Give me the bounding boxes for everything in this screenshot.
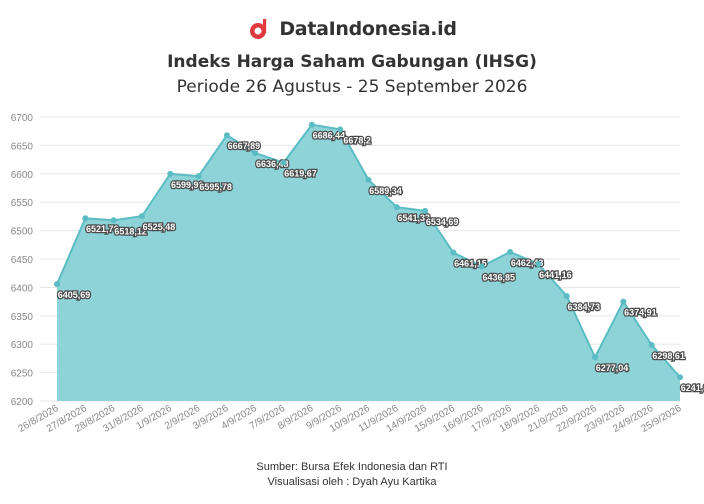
data-point bbox=[677, 374, 683, 381]
data-point bbox=[138, 213, 145, 220]
y-tick-label: 6250 bbox=[11, 369, 34, 380]
data-point bbox=[54, 281, 60, 288]
y-tick-label: 6500 bbox=[11, 227, 34, 238]
y-tick-label: 6200 bbox=[11, 397, 34, 408]
data-label: 6374,91 bbox=[624, 308, 657, 318]
data-point bbox=[592, 354, 599, 361]
data-label: 6589,34 bbox=[369, 186, 402, 196]
data-label: 6525,48 bbox=[143, 222, 176, 232]
data-label: 6518,12 bbox=[114, 226, 147, 236]
data-label: 6441,16 bbox=[539, 270, 572, 280]
data-point bbox=[648, 341, 655, 348]
dataindonesia-logo-icon bbox=[250, 19, 267, 39]
y-tick-label: 6650 bbox=[11, 141, 34, 152]
brand-header: DataIndonesia.id bbox=[0, 14, 704, 44]
data-label: 6241,89 bbox=[681, 383, 704, 393]
data-point bbox=[450, 249, 457, 256]
source-note: Sumber: Bursa Efek Indonesia dan RTI bbox=[256, 461, 448, 473]
y-tick-label: 6350 bbox=[11, 312, 34, 323]
data-label: 6686,44 bbox=[313, 131, 346, 141]
data-label: 6298,61 bbox=[652, 351, 685, 361]
data-point bbox=[167, 170, 174, 177]
data-point bbox=[507, 248, 514, 255]
data-label: 6436,85 bbox=[482, 272, 515, 282]
y-tick-label: 6450 bbox=[11, 255, 34, 266]
data-label: 6534,69 bbox=[426, 217, 459, 227]
credit-note: Visualisasi oleh : Dyah Ayu Kartika bbox=[267, 476, 437, 488]
chart-title: Indeks Harga Saham Gabungan (IHSG) bbox=[167, 52, 537, 72]
y-tick-label: 6700 bbox=[11, 113, 34, 124]
data-point bbox=[223, 132, 230, 139]
data-point bbox=[620, 298, 627, 305]
chart-subtitle: Periode 26 Agustus - 25 September 2026 bbox=[176, 77, 528, 97]
data-point bbox=[563, 293, 570, 300]
data-point bbox=[478, 263, 485, 270]
y-tick-label: 6400 bbox=[11, 283, 34, 294]
data-label: 6462,43 bbox=[511, 258, 544, 268]
data-label: 6541,33 bbox=[398, 213, 431, 223]
data-label: 6277,04 bbox=[596, 363, 629, 373]
data-point bbox=[337, 126, 344, 133]
data-point bbox=[252, 150, 259, 157]
y-tick-label: 6600 bbox=[11, 170, 34, 181]
data-point bbox=[195, 173, 202, 180]
data-label: 6619,67 bbox=[284, 169, 317, 179]
data-label: 6521,76 bbox=[86, 224, 119, 234]
data-point bbox=[393, 204, 400, 211]
chart-footer: Sumber: Bursa Efek Indonesia dan RTI Vis… bbox=[0, 460, 704, 490]
data-point bbox=[82, 215, 89, 222]
data-label: 6384,73 bbox=[567, 302, 600, 312]
data-point bbox=[365, 176, 372, 183]
data-point bbox=[280, 159, 287, 166]
data-label: 6678,2 bbox=[343, 135, 371, 145]
data-label: 6667,89 bbox=[228, 141, 261, 151]
y-tick-label: 6300 bbox=[11, 340, 34, 351]
data-point bbox=[110, 217, 117, 224]
data-point bbox=[535, 261, 542, 268]
data-label: 6599,96 bbox=[171, 180, 204, 190]
y-tick-label: 6550 bbox=[11, 198, 34, 209]
brand-name: DataIndonesia.id bbox=[279, 18, 457, 40]
data-point bbox=[422, 207, 429, 214]
data-label: 6405,69 bbox=[58, 290, 91, 300]
data-label: 6636,48 bbox=[256, 159, 289, 169]
area-fill bbox=[57, 124, 680, 401]
data-label: 6595,78 bbox=[199, 182, 232, 192]
data-point bbox=[308, 121, 315, 128]
